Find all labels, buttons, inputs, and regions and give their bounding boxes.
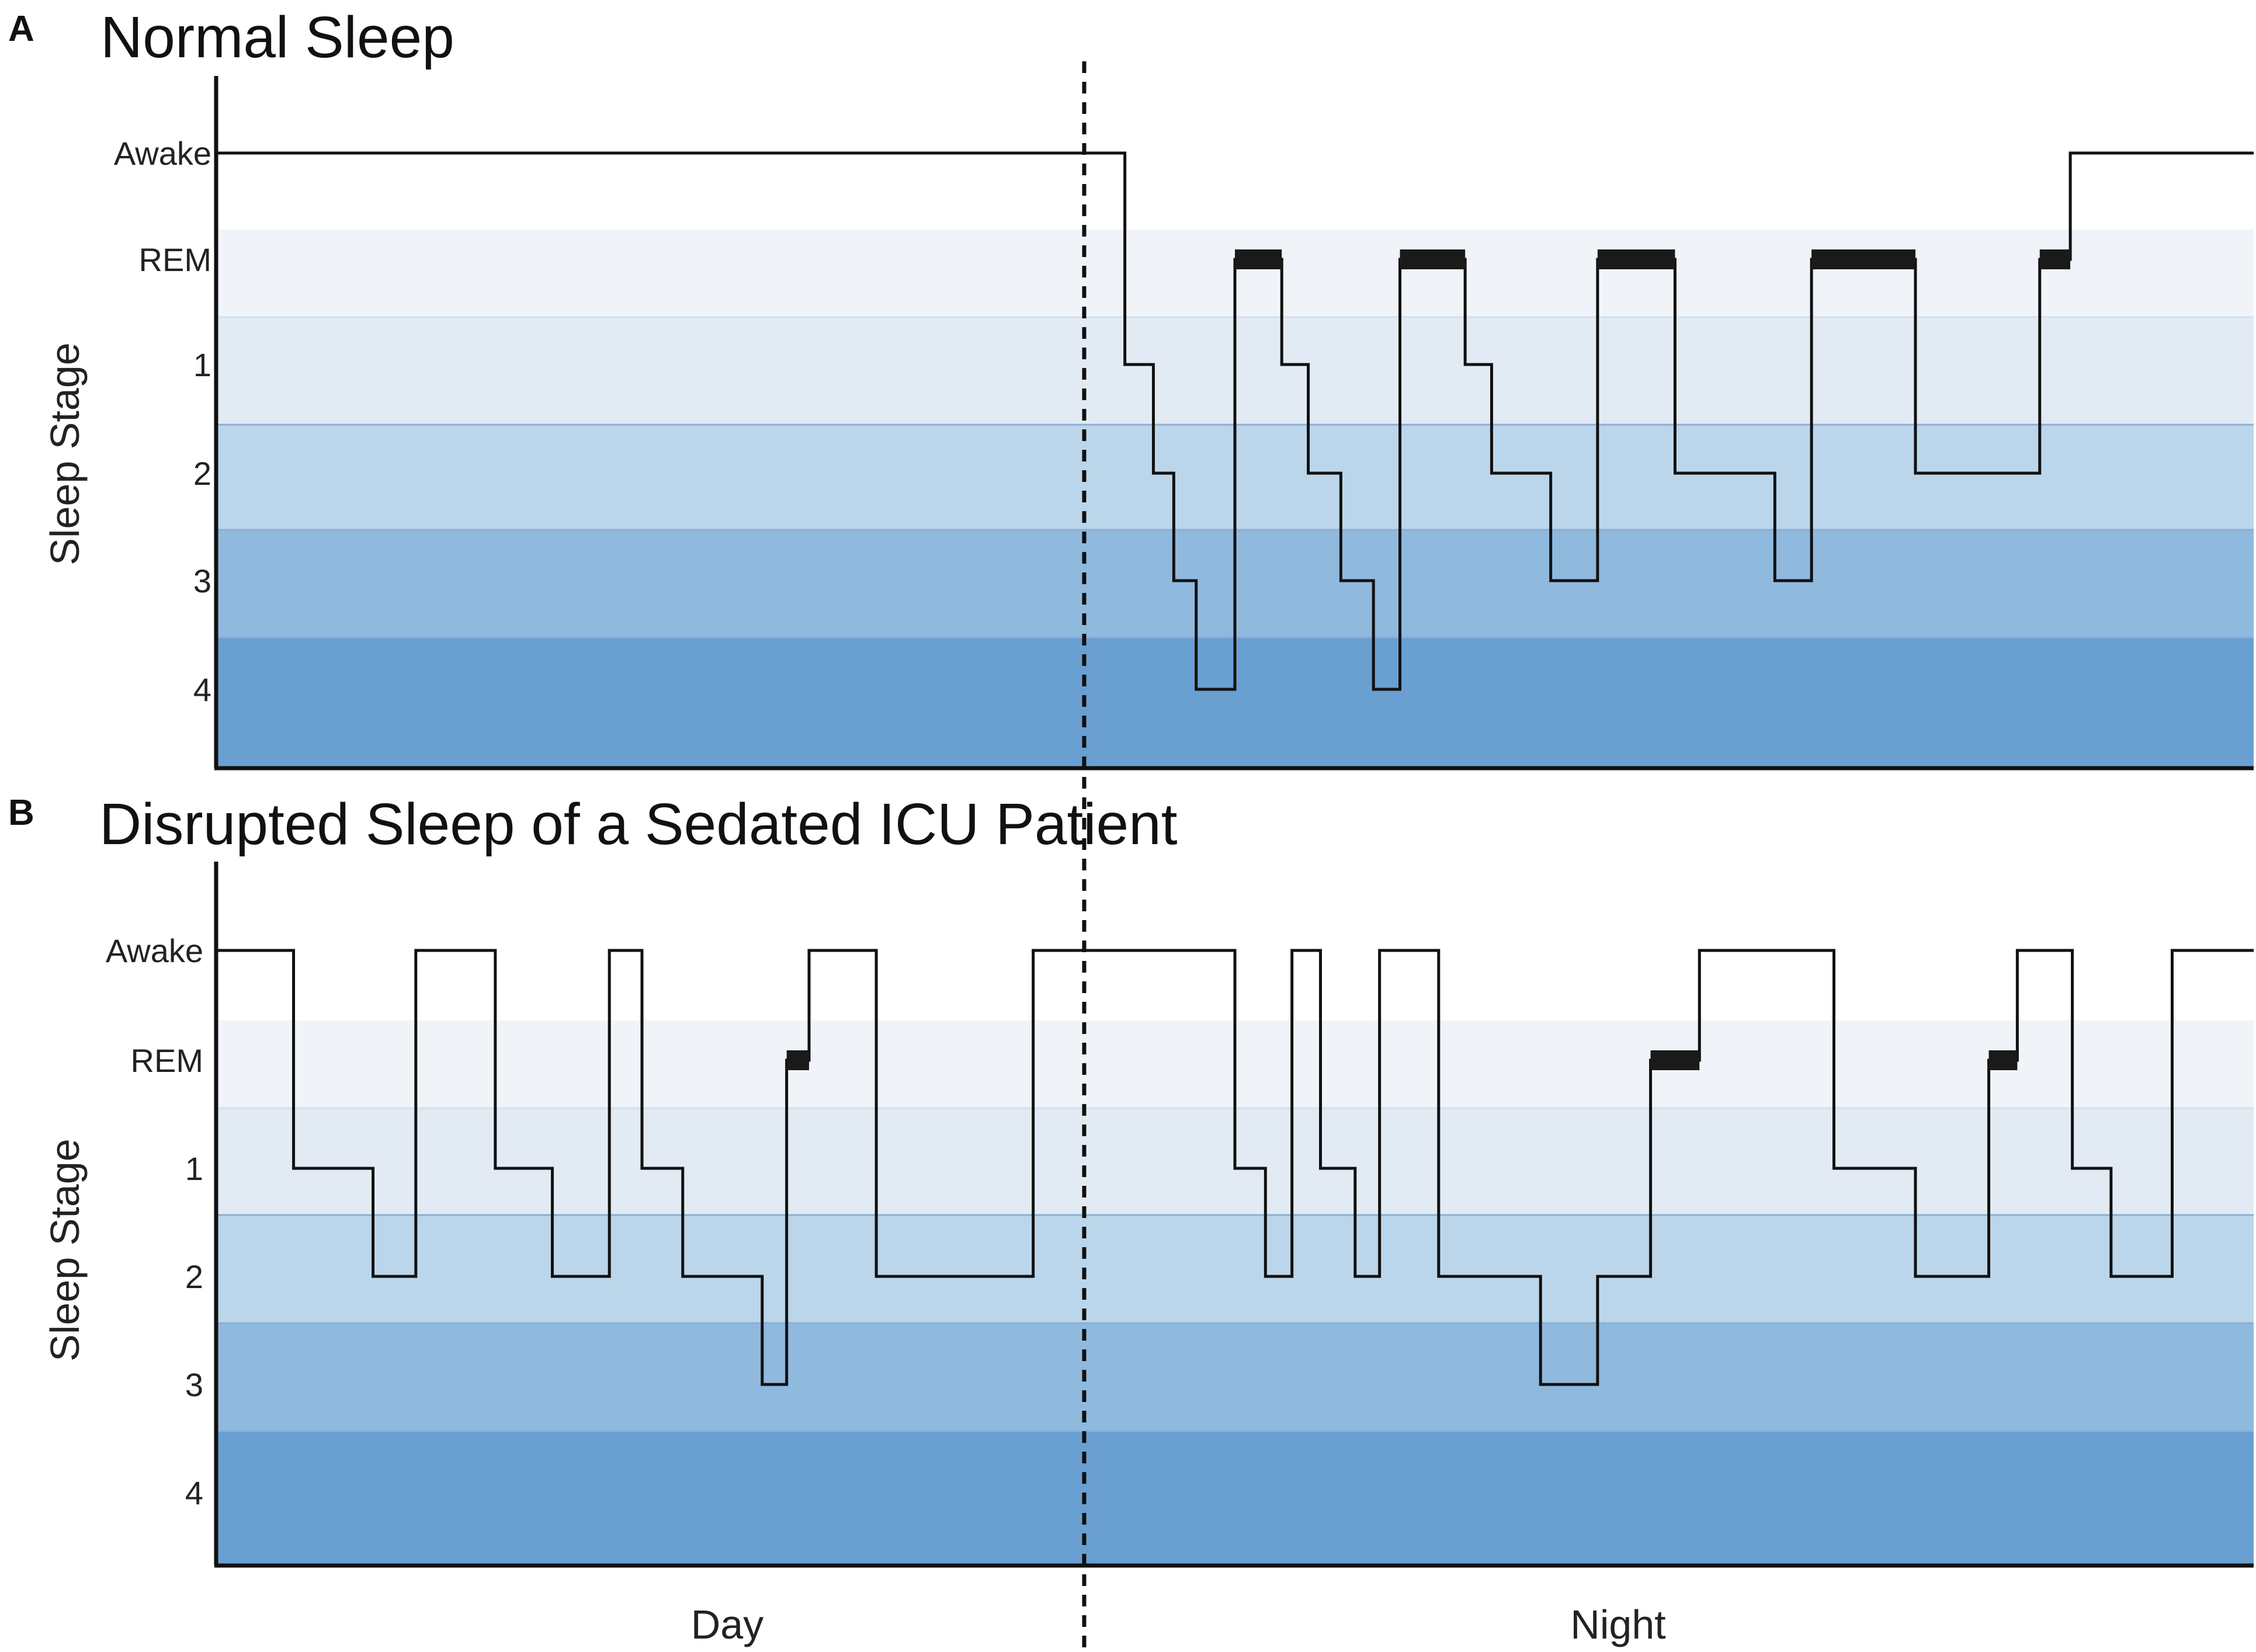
y-tick-label: 2: [185, 1258, 203, 1295]
y-tick-label: Awake: [106, 932, 203, 969]
stage-band-4: [216, 1431, 2254, 1566]
panel-b: B Disrupted Sleep of a Sedated ICU Patie…: [8, 792, 2254, 1568]
panel-a-title: Normal Sleep: [100, 5, 454, 70]
rem-block: [786, 1050, 810, 1070]
y-tick-label: Awake: [114, 135, 211, 172]
panel-b-hypnogram: [216, 949, 2254, 1386]
rem-block: [1811, 249, 1915, 269]
y-tick-label: REM: [139, 241, 211, 278]
y-tick-label: 4: [185, 1474, 203, 1511]
panel-b-title: Disrupted Sleep of a Sedated ICU Patient: [99, 792, 1178, 857]
panel-a-y-axis-label: Sleep Stage: [42, 342, 88, 565]
rem-block: [1597, 249, 1675, 269]
y-tick-label: 3: [185, 1366, 203, 1403]
stage-band-2: [216, 1215, 2254, 1323]
y-tick-label: 2: [193, 455, 211, 492]
rem-block: [2039, 249, 2071, 269]
y-tick-label: 4: [193, 671, 211, 708]
panel-a-hypnogram: [216, 151, 2254, 691]
x-label-day: Day: [691, 1602, 763, 1647]
rem-block: [1988, 1050, 2018, 1070]
y-tick-label: 3: [193, 563, 211, 599]
panel-b-letter: B: [8, 793, 34, 833]
panel-a-axes: [214, 76, 2254, 771]
panel-b-y-axis-label: Sleep Stage: [42, 1139, 88, 1361]
rem-block: [1400, 249, 1466, 269]
panel-b-y-ticks: Awake REM 1 2 3 4: [106, 932, 203, 1511]
stage-band-3: [216, 1323, 2254, 1431]
hypnogram-line: [216, 949, 2254, 1386]
y-tick-label: 1: [193, 346, 211, 383]
rem-block: [1650, 1050, 1700, 1070]
y-tick-label: 1: [185, 1150, 203, 1187]
x-label-night: Night: [1570, 1602, 1665, 1647]
panel-a-letter: A: [8, 9, 34, 49]
panel-a-y-ticks: Awake REM 1 2 3 4: [114, 135, 211, 708]
panel-b-axes: [214, 862, 2254, 1568]
panel-a: A Normal Sleep Awake REM 1 2 3 4 Sleep Stage: [8, 5, 2254, 771]
rem-block: [1235, 249, 1282, 269]
y-tick-label: REM: [131, 1042, 203, 1079]
